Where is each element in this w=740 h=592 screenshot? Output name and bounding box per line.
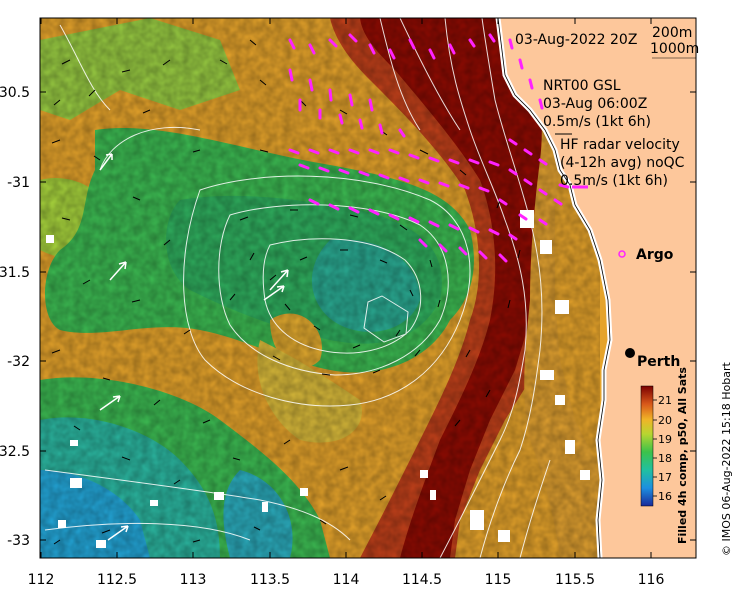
city-label: Perth [637, 354, 680, 370]
x-tick-label: 115 [485, 572, 512, 588]
y-axis-ticks [40, 91, 696, 541]
x-tick-label: 112.5 [97, 572, 137, 588]
x-tick-label: 113.5 [250, 572, 290, 588]
argo-marker [618, 250, 626, 258]
colorbar-tick-label: 18 [658, 452, 672, 465]
colorbar-ramp [640, 385, 654, 507]
colorbar-labels: 21 20 19 18 17 16 [658, 394, 672, 503]
hf-title: HF radar velocity [560, 137, 680, 153]
cloud-gaps [46, 210, 590, 548]
x-tick-label: 115.5 [555, 572, 595, 588]
y-tick-label: 30.5 [0, 85, 30, 101]
hf-radar-vectors [288, 33, 570, 263]
legend: 03-Aug-2022 20Z 200m 1000m NRT00 GSL 03-… [515, 25, 699, 370]
model-time: 03-Aug 06:00Z [543, 96, 647, 112]
plot-frame [39, 17, 697, 559]
sst-texture [40, 18, 600, 558]
y-tick-label: -33 [7, 533, 30, 549]
hf-scale: 0.5m/s (1kt 6h) [560, 173, 668, 189]
isobath-200: 200m [652, 25, 692, 41]
colorbar: 21 20 19 18 17 16 Filled 4h comp, p50, A… [640, 367, 689, 544]
credit-text: © IMOS 06-Aug-2022 15:18 Hobart [720, 362, 733, 556]
x-axis-labels: 112 112.5 113 113.5 114 114.5 115 115.5 … [28, 572, 665, 588]
colorbar-tick-label: 19 [658, 433, 672, 446]
y-tick-label: 32.5 [0, 444, 30, 460]
x-axis-ticks [40, 18, 652, 558]
colorbar-tick-label: 21 [658, 394, 672, 407]
coastline-line [497, 18, 611, 558]
stream-arrows [99, 153, 289, 541]
hf-avg: (4-12h avg) noQC [560, 155, 685, 171]
x-tick-label: 112 [28, 572, 55, 588]
perth-marker [625, 348, 635, 358]
colorbar-tick-label: 17 [658, 471, 672, 484]
colorbar-title: Filled 4h comp, p50, All Sats [676, 367, 689, 544]
plot-area [40, 18, 696, 558]
y-tick-label: -32 [7, 354, 30, 370]
y-tick-label: -31 [7, 175, 30, 191]
x-tick-label: 113 [180, 572, 207, 588]
model-vectors [51, 39, 521, 545]
y-axis-labels: 30.5 -31 31.5 -32 32.5 -33 [0, 85, 30, 549]
x-tick-label: 116 [638, 572, 665, 588]
contours [44, 18, 551, 558]
x-tick-label: 114.5 [402, 572, 442, 588]
argo-label: Argo [636, 247, 674, 263]
model-label: NRT00 GSL [543, 78, 621, 94]
colorbar-ticks [653, 399, 657, 497]
date-label: 03-Aug-2022 20Z [515, 32, 637, 48]
colorbar-tick-label: 20 [658, 414, 672, 427]
isobath-1000: 1000m [650, 41, 699, 57]
x-tick-label: 114 [333, 572, 360, 588]
colorbar-tick-label: 16 [658, 490, 672, 503]
model-scale: 0.5m/s (1kt 6h) [543, 114, 651, 130]
y-tick-label: 31.5 [0, 265, 30, 281]
